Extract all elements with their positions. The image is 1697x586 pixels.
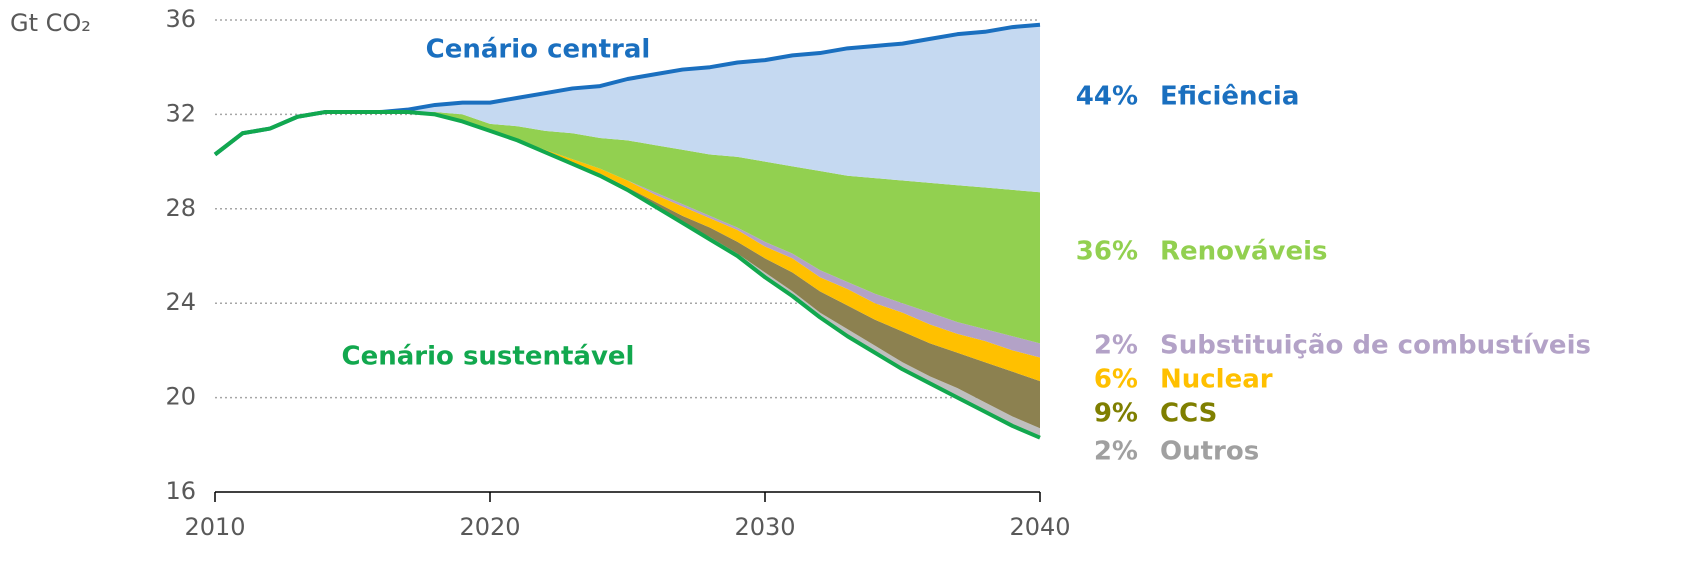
wedge-area	[215, 112, 1040, 344]
x-tick-label: 2010	[184, 513, 245, 541]
scenario-label: Cenário sustentável	[342, 342, 635, 372]
legend-share: 2%	[1094, 437, 1138, 467]
legend-label: Outros	[1160, 437, 1259, 467]
legend-share: 6%	[1094, 365, 1138, 395]
legend-label: CCS	[1160, 399, 1217, 429]
legend-label: Eficiência	[1160, 82, 1299, 112]
y-tick-label: 24	[165, 288, 196, 316]
legend-share: 36%	[1076, 237, 1138, 267]
legend-share: 44%	[1076, 82, 1138, 112]
y-tick-label: 36	[165, 5, 196, 33]
wedge-area	[215, 112, 1040, 358]
x-tick-label: 2020	[459, 513, 520, 541]
x-tick-label: 2030	[734, 513, 795, 541]
legend-label: Substituição de combustíveis	[1160, 331, 1591, 361]
x-tick-label: 2040	[1009, 513, 1070, 541]
legend-label: Renováveis	[1160, 237, 1328, 267]
scenario-line	[213, 110, 1041, 440]
y-tick-label: 28	[165, 194, 196, 222]
y-tick-label: 32	[165, 99, 196, 127]
scenario-label: Cenário central	[426, 35, 651, 65]
y-tick-label: 16	[165, 477, 196, 505]
legend-label: Nuclear	[1160, 365, 1273, 395]
wedge-area	[215, 24, 1040, 193]
legend-share: 9%	[1094, 399, 1138, 429]
legend-share: 2%	[1094, 331, 1138, 361]
y-axis-label: Gt CO₂	[10, 9, 91, 37]
y-tick-label: 20	[165, 383, 196, 411]
